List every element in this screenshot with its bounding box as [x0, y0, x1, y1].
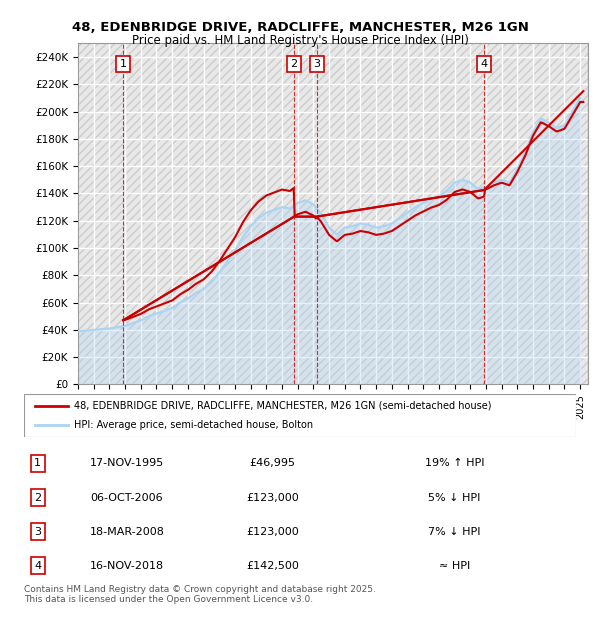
Text: Contains HM Land Registry data © Crown copyright and database right 2025.
This d: Contains HM Land Registry data © Crown c…	[24, 585, 376, 604]
Text: 4: 4	[34, 560, 41, 571]
Text: 48, EDENBRIDGE DRIVE, RADCLIFFE, MANCHESTER, M26 1GN (semi-detached house): 48, EDENBRIDGE DRIVE, RADCLIFFE, MANCHES…	[74, 401, 491, 411]
Text: 16-NOV-2018: 16-NOV-2018	[90, 560, 164, 571]
Text: 3: 3	[34, 526, 41, 537]
Text: 18-MAR-2008: 18-MAR-2008	[90, 526, 165, 537]
Text: Price paid vs. HM Land Registry's House Price Index (HPI): Price paid vs. HM Land Registry's House …	[131, 34, 469, 46]
Text: 17-NOV-1995: 17-NOV-1995	[90, 458, 164, 469]
Text: £46,995: £46,995	[250, 458, 295, 469]
Text: 5% ↓ HPI: 5% ↓ HPI	[428, 492, 481, 503]
Text: 06-OCT-2006: 06-OCT-2006	[90, 492, 163, 503]
Text: ≈ HPI: ≈ HPI	[439, 560, 470, 571]
Text: 4: 4	[481, 59, 488, 69]
Text: 2: 2	[290, 59, 298, 69]
Text: £123,000: £123,000	[246, 526, 299, 537]
Text: 48, EDENBRIDGE DRIVE, RADCLIFFE, MANCHESTER, M26 1GN: 48, EDENBRIDGE DRIVE, RADCLIFFE, MANCHES…	[71, 22, 529, 34]
Text: 19% ↑ HPI: 19% ↑ HPI	[425, 458, 484, 469]
Text: 1: 1	[34, 458, 41, 469]
Text: 7% ↓ HPI: 7% ↓ HPI	[428, 526, 481, 537]
Text: 2: 2	[34, 492, 41, 503]
Text: 1: 1	[119, 59, 127, 69]
Text: £142,500: £142,500	[246, 560, 299, 571]
Text: £123,000: £123,000	[246, 492, 299, 503]
FancyBboxPatch shape	[24, 394, 576, 437]
Text: HPI: Average price, semi-detached house, Bolton: HPI: Average price, semi-detached house,…	[74, 420, 313, 430]
Text: 3: 3	[313, 59, 320, 69]
